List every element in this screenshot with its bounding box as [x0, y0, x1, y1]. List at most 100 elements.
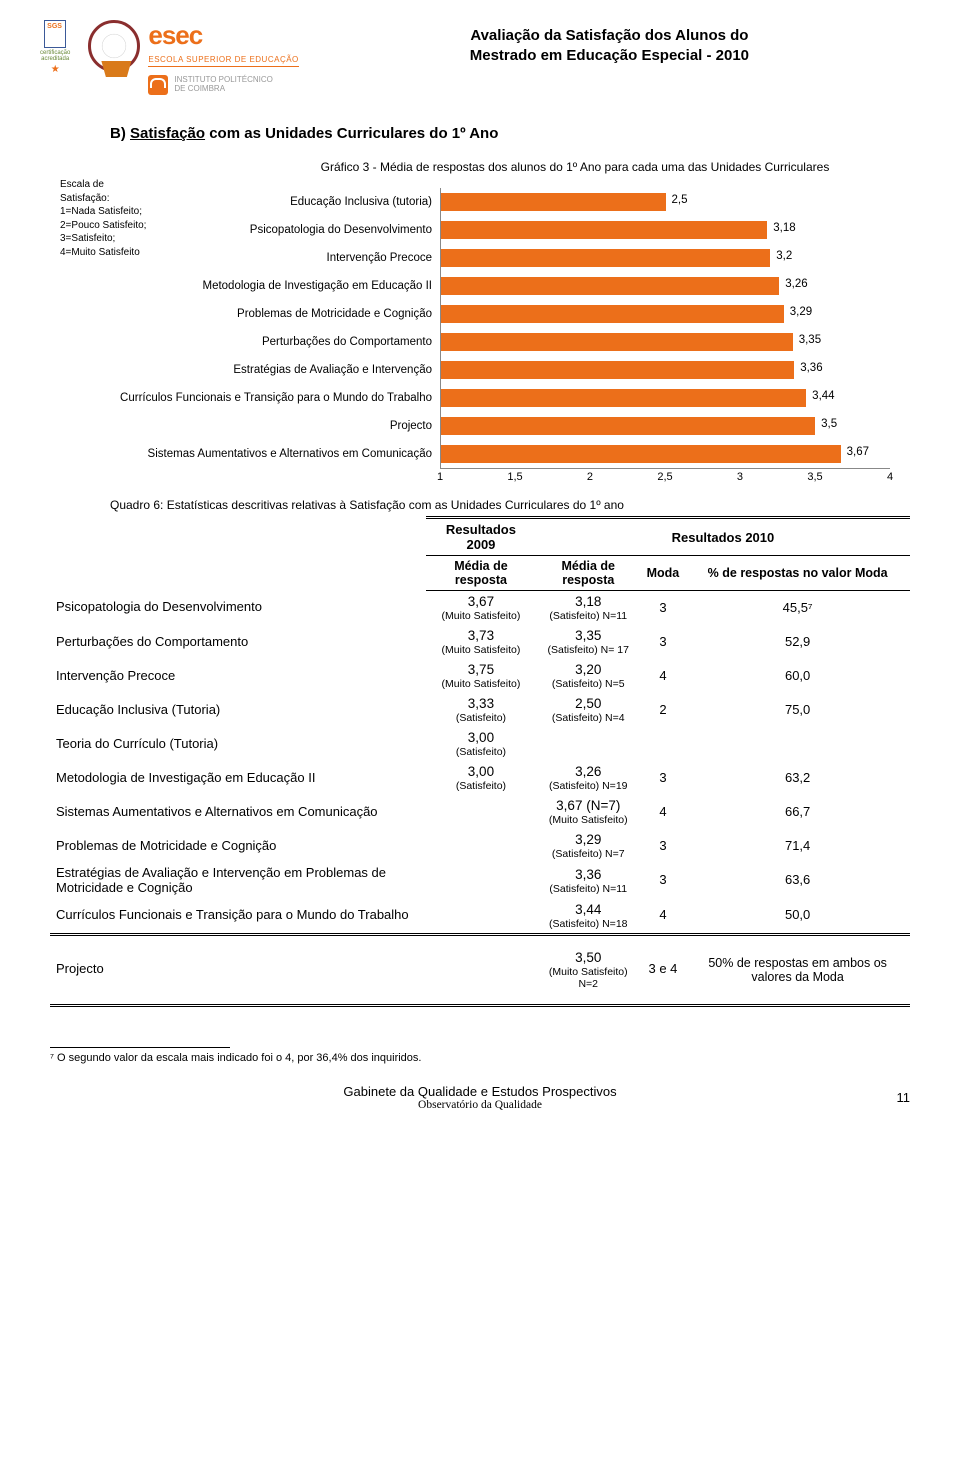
chart-row: Projecto3,5 — [80, 412, 890, 440]
esec-sub: ESCOLA SUPERIOR DE EDUCAÇÃO — [148, 55, 298, 67]
chart-bar — [441, 361, 794, 379]
row-moda: 3 — [641, 863, 686, 899]
chart-row-label: Perturbações do Comportamento — [80, 336, 440, 348]
chart-row-label: Sistemas Aumentativos e Alternativos em … — [80, 448, 440, 460]
row-name: Projecto — [50, 934, 426, 1005]
escala-l3: 3=Satisfeito; — [60, 233, 115, 244]
row-moda: 3 — [641, 625, 686, 659]
chart-bar — [441, 221, 767, 239]
chart-value: 3,29 — [790, 306, 812, 318]
chart-value: 3,35 — [799, 334, 821, 346]
chart-row-label: Problemas de Motricidade e Cognição — [80, 308, 440, 320]
chart-bar — [441, 277, 779, 295]
th-2009: Resultados 2009 — [426, 518, 536, 556]
row-2009 — [426, 795, 536, 829]
chart-axis: 11,522,533,54 — [80, 468, 890, 488]
chart-bar — [441, 305, 784, 323]
chart-bar — [441, 417, 815, 435]
chart-row-label: Currículos Funcionais e Transição para o… — [80, 392, 440, 404]
chart-row: Perturbações do Comportamento 3,35 — [80, 328, 890, 356]
row-name: Currículos Funcionais e Transição para o… — [50, 899, 426, 935]
row-name: Estratégias de Avaliação e Intervenção e… — [50, 863, 426, 899]
row-moda: 4 — [641, 795, 686, 829]
chart-row: Problemas de Motricidade e Cognição 3,29 — [80, 300, 890, 328]
th-2010: Resultados 2010 — [536, 518, 910, 556]
table-row: Psicopatologia do Desenvolvimento3,67(Mu… — [50, 591, 910, 626]
escala-box: Escala de Satisfação: 1=Nada Satisfeito;… — [60, 178, 170, 259]
row-name: Perturbações do Comportamento — [50, 625, 426, 659]
table-row: Currículos Funcionais e Transição para o… — [50, 899, 910, 935]
section-underline: Satisfação — [130, 125, 205, 142]
table-row: Perturbações do Comportamento3,73(Muito … — [50, 625, 910, 659]
row-moda: 4 — [641, 899, 686, 935]
axis-tick: 1,5 — [507, 471, 522, 483]
cert-badge: certificaçãoacreditada ★ — [40, 20, 70, 75]
chart-value: 3,18 — [773, 222, 795, 234]
section-title: B) Satisfação com as Unidades Curricular… — [110, 125, 920, 142]
table-row: Problemas de Motricidade e Cognição 3,29(… — [50, 829, 910, 863]
row-moda: 3 e 4 — [641, 934, 686, 1005]
row-2010: 3,44(Satisfeito) N=18 — [536, 899, 641, 935]
row-2010 — [536, 727, 641, 761]
row-2010: 3,26(Satisfeito) N=19 — [536, 761, 641, 795]
chart-value: 2,5 — [672, 194, 688, 206]
row-pct: 50% de respostas em ambos os valores da … — [685, 934, 910, 1005]
data-table: Resultados 2009 Resultados 2010 Média de… — [50, 516, 910, 1007]
chart-bar — [441, 193, 666, 211]
table-row: Sistemas Aumentativos e Alternativos em … — [50, 795, 910, 829]
chart-rows: Educação Inclusiva (tutoria)2,5Psicopato… — [80, 188, 890, 468]
chart-area: Gráfico 3 - Média de respostas dos aluno… — [80, 160, 890, 488]
page-number: 11 — [897, 1090, 911, 1105]
chart-row: Currículos Funcionais e Transição para o… — [80, 384, 890, 412]
row-2009: 3,75(Muito Satisfeito) — [426, 659, 536, 693]
table-row: Intervenção Precoce3,75(Muito Satisfeito… — [50, 659, 910, 693]
row-2009 — [426, 829, 536, 863]
esec-logo: esec — [148, 20, 298, 51]
escala-s: Satisfação: — [60, 193, 109, 204]
row-2009: 3,00(Satisfeito) — [426, 727, 536, 761]
row-2009: 3,73(Muito Satisfeito) — [426, 625, 536, 659]
row-name: Problemas de Motricidade e Cognição — [50, 829, 426, 863]
row-moda: 3 — [641, 829, 686, 863]
row-2010: 3,20(Satisfeito) N=5 — [536, 659, 641, 693]
row-2010: 2,50(Satisfeito) N=4 — [536, 693, 641, 727]
section-prefix: B) — [110, 125, 130, 142]
chart-row: Estratégias de Avaliação e Intervenção3,… — [80, 356, 890, 384]
page-header: certificaçãoacreditada ★ esec ESCOLA SUP… — [40, 20, 920, 95]
table-row: Estratégias de Avaliação e Intervenção e… — [50, 863, 910, 899]
chart-bar — [441, 249, 770, 267]
table-row: Educação Inclusiva (Tutoria)3,33(Satisfe… — [50, 693, 910, 727]
row-2010: 3,18(Satisfeito) N=11 — [536, 591, 641, 626]
page-footer: Gabinete da Qualidade e Estudos Prospect… — [40, 1084, 920, 1111]
table-row: Teoria do Currículo (Tutoria)3,00(Satisf… — [50, 727, 910, 761]
chart-value: 3,26 — [785, 278, 807, 290]
chart-row-label: Projecto — [80, 420, 440, 432]
ipc-icon — [148, 75, 168, 95]
row-2009 — [426, 863, 536, 899]
row-moda: 3 — [641, 761, 686, 795]
seal-icon — [88, 20, 140, 72]
row-name: Sistemas Aumentativos e Alternativos em … — [50, 795, 426, 829]
escala-t: Escala de — [60, 179, 104, 190]
chart-row: Educação Inclusiva (tutoria)2,5 — [80, 188, 890, 216]
row-pct: 66,7 — [685, 795, 910, 829]
th-moda: Moda — [641, 556, 686, 591]
cert-star-icon: ★ — [51, 64, 60, 75]
row-2009 — [426, 899, 536, 935]
row-2009: 3,33(Satisfeito) — [426, 693, 536, 727]
chart-row: Intervenção Precoce3,2 — [80, 244, 890, 272]
row-2010: 3,36(Satisfeito) N=11 — [536, 863, 641, 899]
section-suffix: com as Unidades Curriculares do 1º Ano — [205, 125, 498, 142]
chart-value: 3,36 — [800, 362, 822, 374]
row-pct: 45,5⁷ — [685, 591, 910, 626]
th-media-10: Média de resposta — [536, 556, 641, 591]
chart-row: Sistemas Aumentativos e Alternativos em … — [80, 440, 890, 468]
chart-bar — [441, 389, 806, 407]
chart-bar — [441, 333, 793, 351]
row-pct — [685, 727, 910, 761]
ipc-text: INSTITUTO POLITÉCNICO DE COIMBRA — [174, 76, 273, 94]
row-pct: 50,0 — [685, 899, 910, 935]
sgs-icon — [44, 20, 66, 48]
row-name: Teoria do Currículo (Tutoria) — [50, 727, 426, 761]
row-2010: 3,29(Satisfeito) N=7 — [536, 829, 641, 863]
